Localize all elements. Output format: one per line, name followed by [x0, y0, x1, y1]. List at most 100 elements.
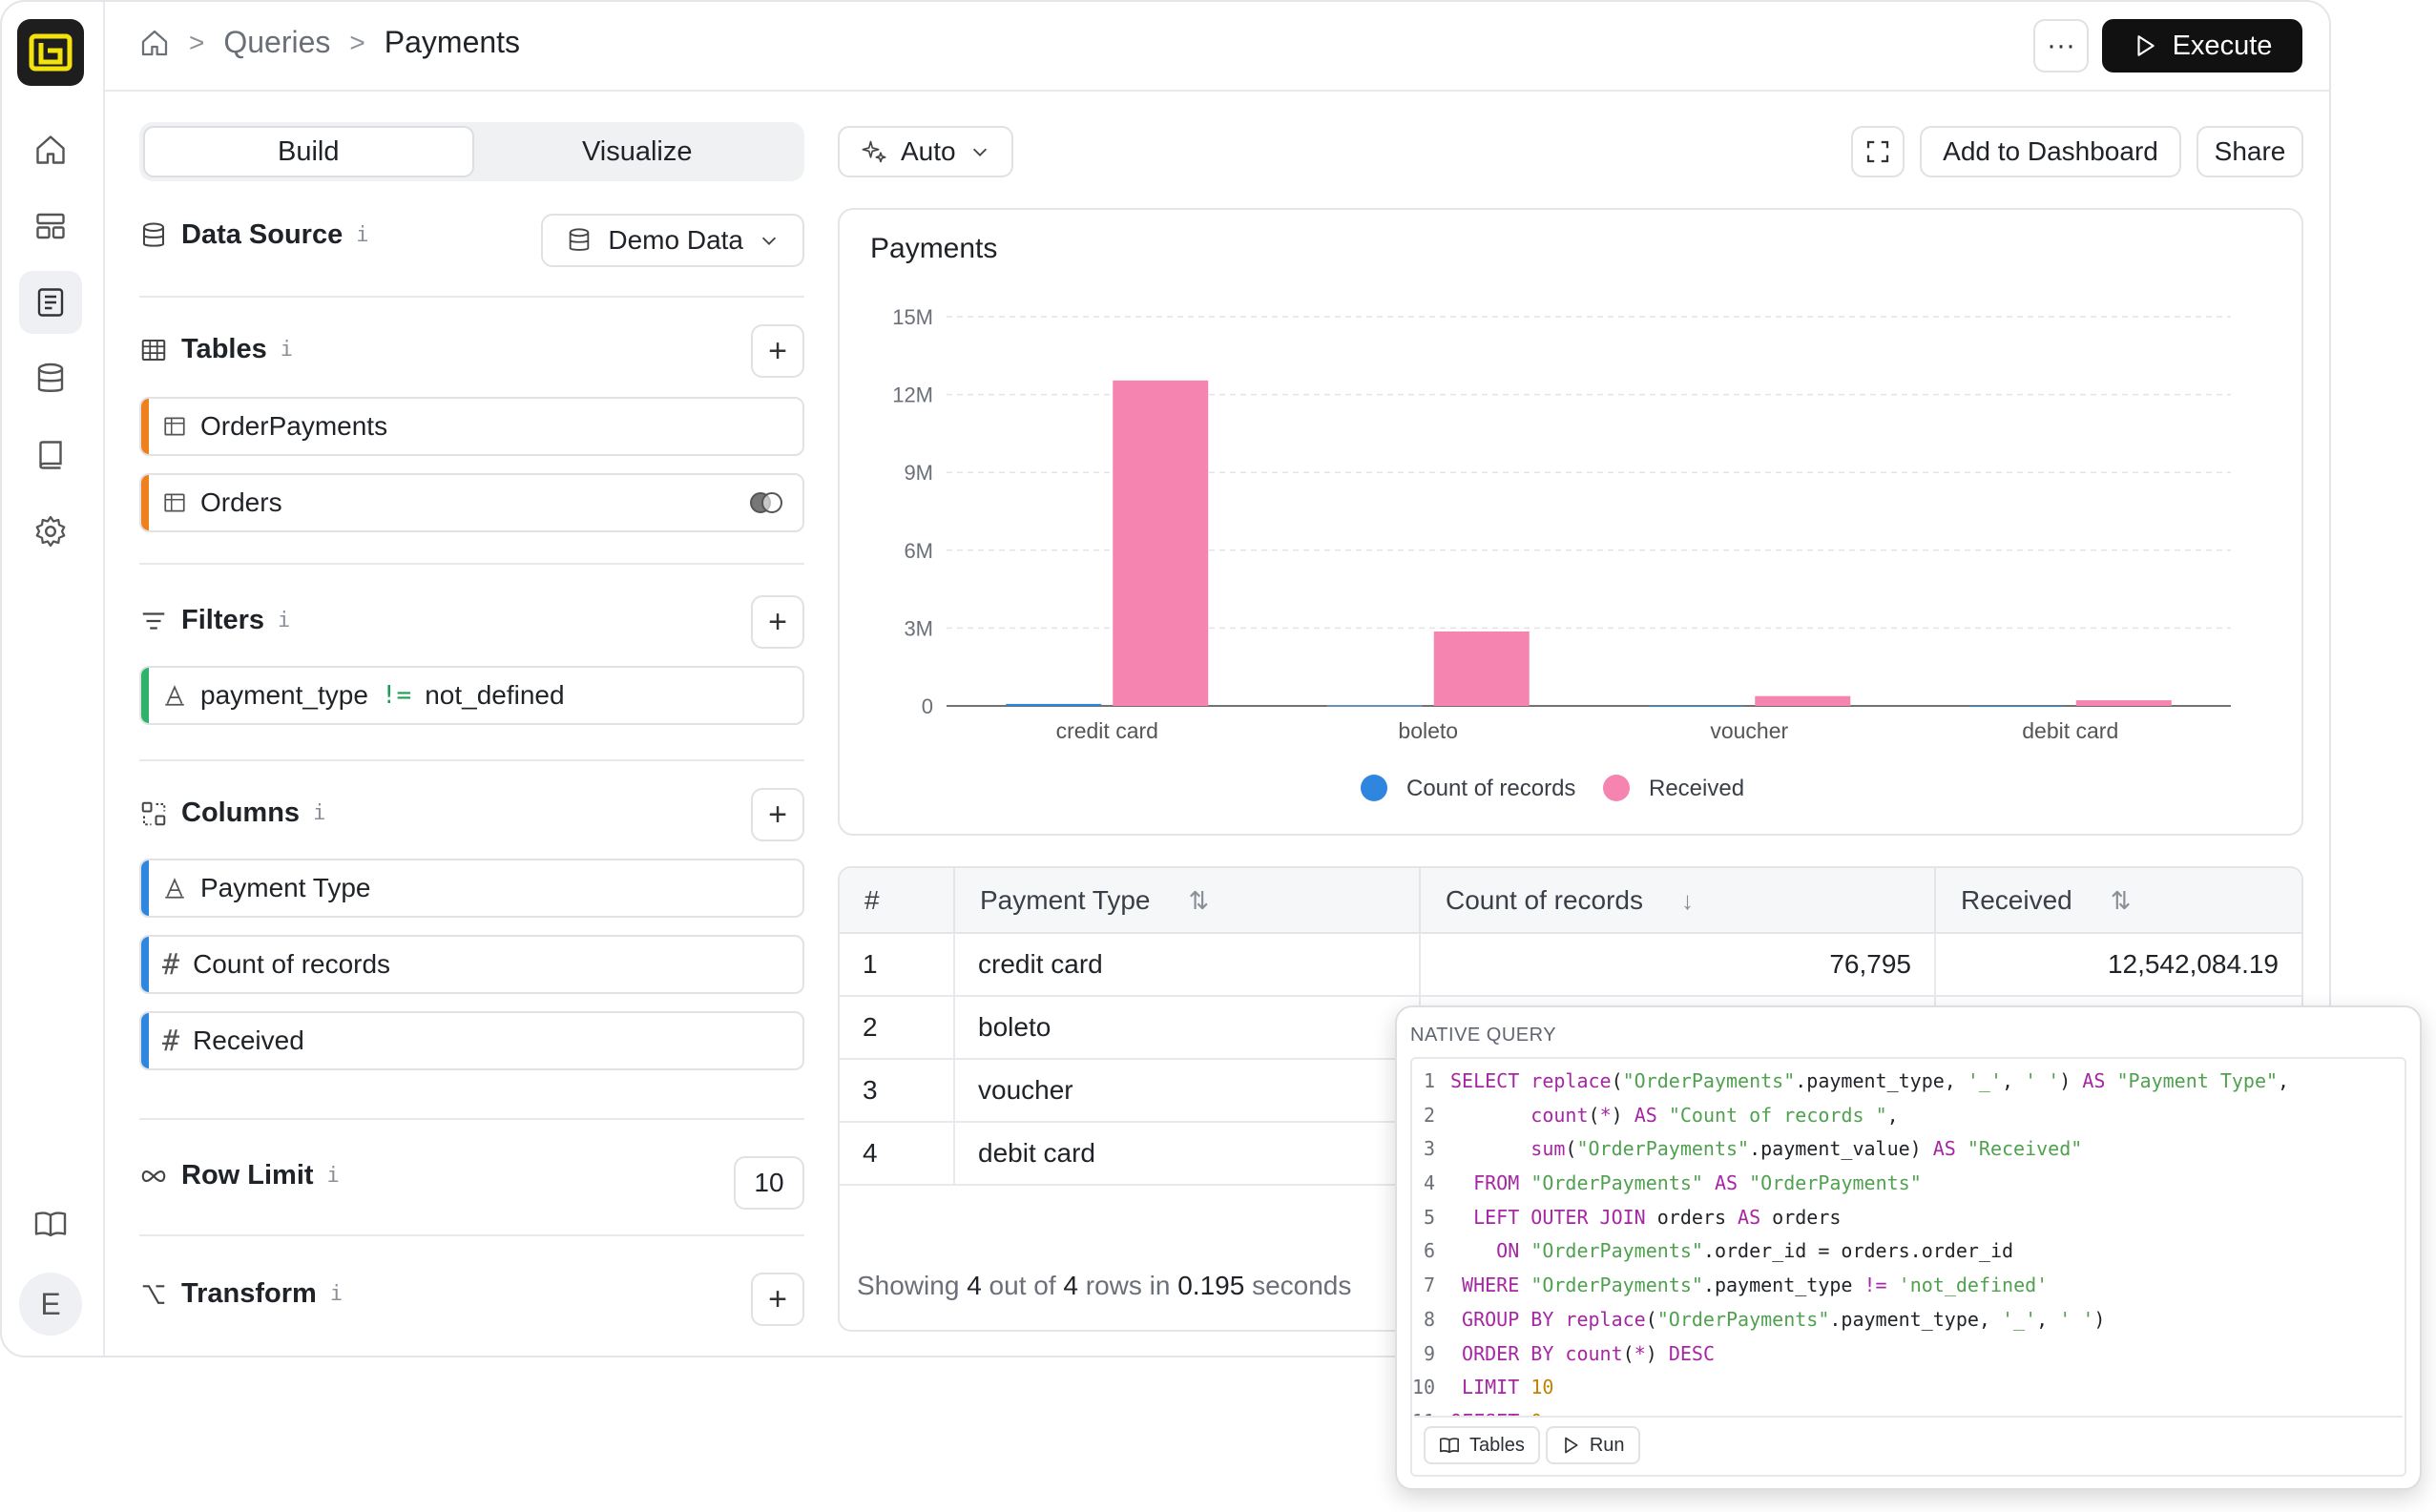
line-number: 7 [1423, 1274, 1435, 1297]
y-tick-label: 15M [892, 305, 933, 329]
plus-icon: + [768, 1280, 787, 1317]
share-button[interactable]: Share [2197, 126, 2303, 177]
plus-icon: + [768, 603, 787, 640]
divider [139, 563, 804, 565]
gear-icon [35, 515, 66, 548]
x-tick-label: boleto [1398, 718, 1458, 743]
code-line: 2 count(*) AS "Count of records ", [1412, 1099, 2289, 1133]
left-rail: E [2, 2, 105, 1356]
visualization-type-select[interactable]: Auto [838, 126, 1013, 177]
info-icon[interactable]: i [356, 223, 369, 247]
legend-label: Received [1649, 776, 1744, 801]
chart-card: Payments 0 3M 6M 9M 12M 15M credit card boleto v… [838, 208, 2303, 836]
rail-home[interactable] [19, 118, 82, 181]
bar-chart: 0 3M 6M 9M 12M 15M credit card boleto voucher deb… [892, 305, 2231, 801]
data-source-label: Data Source [181, 219, 344, 250]
hash-icon: # [162, 1024, 180, 1058]
rail-settings[interactable] [19, 500, 82, 563]
rail-notebooks[interactable] [19, 424, 82, 487]
logo-icon [29, 33, 73, 72]
info-icon[interactable]: i [280, 338, 293, 362]
add-table-button[interactable]: + [751, 324, 804, 378]
add-to-dashboard-button[interactable]: Add to Dashboard [1920, 126, 2181, 177]
sort-icon[interactable]: ⇅ [2110, 885, 2132, 915]
y-tick-label: 9M [904, 461, 933, 485]
header-label: Count of records [1446, 884, 1643, 915]
row-limit-input[interactable]: 10 [734, 1156, 804, 1210]
info-icon[interactable]: i [326, 1164, 340, 1188]
tab-visualize[interactable]: Visualize [581, 135, 693, 167]
run-button-label: Run [1589, 1434, 1625, 1456]
divider [139, 296, 804, 298]
filter-field: payment_type [200, 680, 368, 710]
plus-icon: + [768, 332, 787, 369]
info-icon[interactable]: i [329, 1282, 344, 1306]
home-icon[interactable] [139, 28, 170, 58]
native-query-toolbar: Tables Run [1414, 1416, 2403, 1473]
code-line: 7 WHERE "OrderPayments".payment_type != … [1412, 1269, 2289, 1303]
rail-dashboards[interactable] [19, 195, 82, 258]
header-count[interactable]: Count of records ↓ [1420, 868, 1936, 934]
sql-editor[interactable]: 1 SELECT replace("OrderPayments".payment_… [1410, 1057, 2406, 1477]
header-payment-type[interactable]: Payment Type ⇅ [954, 868, 1421, 934]
line-number: 1 [1423, 1069, 1435, 1092]
add-transform-button[interactable]: + [751, 1273, 804, 1326]
line-number: 5 [1423, 1205, 1435, 1229]
expand-icon [1866, 140, 1889, 163]
column-item-count[interactable]: # Count of records [139, 935, 804, 994]
table-item-orders[interactable]: Orders [139, 473, 804, 532]
database-icon [570, 228, 590, 251]
data-source-select[interactable]: Demo Data [541, 214, 804, 267]
chevron-down-icon [972, 148, 987, 156]
play-icon [2137, 35, 2155, 56]
tab-build[interactable]: Build [143, 126, 474, 177]
filter-item[interactable]: payment_type != not_defined [139, 666, 804, 725]
line-number: 10 [1412, 1376, 1436, 1399]
line-number: 6 [1423, 1239, 1435, 1263]
rail-data-sources[interactable] [19, 347, 82, 410]
tables-button[interactable]: Tables [1424, 1426, 1540, 1464]
rail-docs[interactable] [19, 1192, 82, 1255]
bar-received [2075, 700, 2172, 706]
column-item-received[interactable]: # Received [139, 1011, 804, 1070]
filter-operator: != [381, 681, 412, 710]
header-index[interactable]: # [840, 868, 955, 934]
x-tick-label: credit card [1056, 718, 1158, 743]
app-window: E > Queries > Payments ··· Execute Build… [0, 0, 2331, 1357]
breadcrumb: > Queries > Payments [139, 25, 520, 60]
breadcrumb-queries[interactable]: Queries [223, 25, 331, 59]
data-source-section: Data Source i Demo Data [139, 214, 804, 267]
fullscreen-button[interactable] [1851, 126, 1905, 177]
execute-button[interactable]: Execute [2102, 19, 2302, 72]
code-line: 3 sum("OrderPayments".payment_value) AS … [1412, 1132, 2289, 1167]
legend-swatch [1361, 775, 1387, 801]
bar-count-of-records [1326, 705, 1423, 707]
bar-received [1433, 631, 1530, 706]
builder-panel: Build Visualize Data Source i Demo Data … [139, 122, 804, 1326]
info-icon[interactable]: i [313, 801, 326, 825]
chevron-down-icon [761, 237, 777, 245]
more-options-button[interactable]: ··· [2033, 19, 2089, 72]
x-tick-label: debit card [2022, 718, 2118, 743]
rail-queries[interactable] [19, 271, 82, 334]
sparkles-icon [862, 140, 886, 163]
sort-icon[interactable]: ⇅ [1188, 885, 1210, 915]
book-open-icon [34, 1212, 67, 1237]
add-filter-button[interactable]: + [751, 595, 804, 649]
header-received[interactable]: Received ⇅ [1935, 868, 2301, 934]
cell-payment-type: debit card [954, 1122, 1421, 1186]
run-button[interactable]: Run [1545, 1426, 1640, 1464]
join-icon[interactable] [747, 489, 785, 516]
columns-section: Columns i + Payment Type # Count of reco… [139, 788, 804, 1070]
app-logo[interactable] [17, 19, 84, 86]
table-item-orderpayments[interactable]: OrderPayments [139, 397, 804, 456]
columns-icon [141, 801, 166, 825]
table-footer-status: Showing 4 out of 4 rows in 0.195 seconds [857, 1271, 1351, 1301]
add-column-button[interactable]: + [751, 788, 804, 841]
user-avatar[interactable]: E [19, 1273, 82, 1336]
sort-desc-icon[interactable]: ↓ [1681, 885, 1694, 915]
column-item-payment-type[interactable]: Payment Type [139, 859, 804, 918]
table-icon [141, 339, 166, 361]
info-icon[interactable]: i [278, 609, 291, 632]
filter-icon [142, 611, 165, 630]
